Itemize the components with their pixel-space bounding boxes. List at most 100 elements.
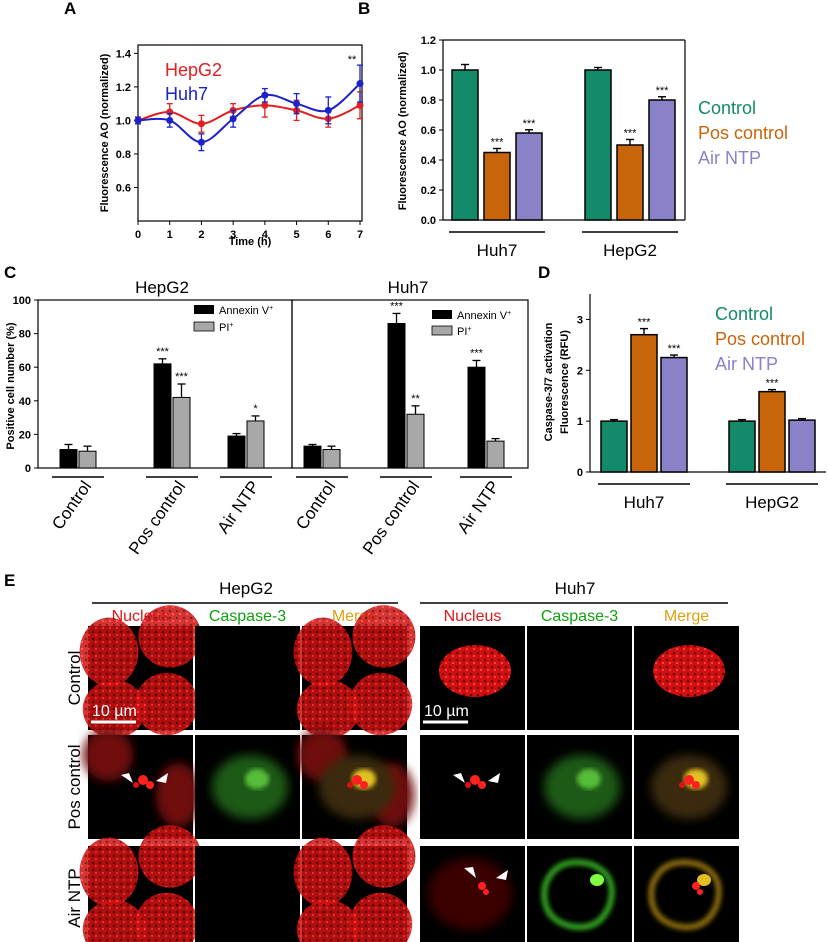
category-label-huh7: Huh7 bbox=[624, 493, 665, 512]
panel-c-y-tick-label: 20 bbox=[19, 429, 31, 441]
panel-label-e: E bbox=[4, 571, 15, 590]
bar-air-ntp bbox=[648, 99, 676, 221]
panel-c-title-hepg2: HepG2 bbox=[135, 278, 189, 297]
apoptotic-body bbox=[352, 775, 362, 785]
bar-control bbox=[728, 420, 756, 473]
significance-mark: *** bbox=[766, 378, 780, 390]
panel-c-category-control: Control bbox=[292, 477, 339, 533]
legend-pos-control: Pos control bbox=[698, 123, 788, 143]
column-header-nucleus: Nucleus bbox=[444, 608, 502, 625]
panel-a-x-tick-label: 1 bbox=[167, 229, 173, 241]
legend-huh7: Huh7 bbox=[165, 84, 208, 104]
scale-bar-label: 10 µm bbox=[92, 703, 137, 720]
panel-e-micrographs: HepG2 Huh7 Nucleus Caspase-3 Merge Nucleus C… bbox=[65, 579, 739, 942]
apoptotic-body bbox=[360, 781, 368, 789]
panel-a-x-tick-label: 6 bbox=[325, 229, 331, 241]
cell-nucleus bbox=[293, 837, 353, 907]
panel-label-c: C bbox=[4, 263, 16, 282]
cell-nucleus bbox=[352, 825, 416, 888]
panel-b-bar-chart: Fluorescence AO (normalized) 0.0 0.2 0.4 0.… bbox=[397, 35, 788, 260]
bar-pos-control bbox=[758, 390, 786, 473]
micrograph-content bbox=[83, 729, 200, 827]
cell-nucleus bbox=[352, 605, 416, 668]
panel-c-category-air-ntp: Air NTP bbox=[454, 477, 504, 537]
panel-c-category-air-ntp: Air NTP bbox=[214, 477, 264, 537]
panel-a-x-tick-label: 3 bbox=[230, 229, 236, 241]
apoptotic-body bbox=[470, 775, 480, 785]
significance-mark: *** bbox=[668, 343, 682, 355]
row-label-air-ntp: Air NTP bbox=[65, 868, 84, 928]
panel-d-y-axis-title-2: Fluorescence (RFU) bbox=[559, 330, 571, 434]
bar-pos-control bbox=[483, 151, 511, 221]
panel-a-x-tick-label: 0 bbox=[135, 229, 141, 241]
cell-nucleus bbox=[293, 617, 353, 687]
bar-annexin bbox=[153, 363, 172, 469]
micrograph-content bbox=[453, 773, 500, 789]
apoptotic-body bbox=[138, 775, 148, 785]
cell-nucleus bbox=[349, 892, 413, 942]
bar-pos-control bbox=[616, 144, 644, 221]
bar-air-ntp bbox=[660, 356, 688, 473]
caspase-ring bbox=[648, 859, 722, 930]
panel-a-y-axis-title: Fluorescence AO (normalized) bbox=[99, 53, 111, 212]
legend-air-ntp: Air NTP bbox=[698, 148, 761, 168]
category-label-hepg2: HepG2 bbox=[603, 241, 657, 260]
y-tick-label: 0.0 bbox=[421, 215, 436, 227]
cell-nucleus bbox=[79, 837, 139, 907]
arrow-marker bbox=[121, 773, 133, 783]
panel-c-category-pos-control: Pos control bbox=[359, 477, 423, 558]
panel-e-group-huh7: Huh7 bbox=[555, 579, 596, 598]
micrograph-tile bbox=[527, 626, 632, 730]
cell-nucleus bbox=[296, 680, 360, 739]
panel-a-point bbox=[356, 80, 364, 88]
panel-c-y-tick-label: 60 bbox=[19, 362, 31, 374]
panel-a-point bbox=[261, 91, 269, 99]
bar-annexin bbox=[227, 435, 246, 469]
bar-pi bbox=[172, 396, 191, 469]
micrograph-content bbox=[544, 755, 620, 819]
significance-mark: *** bbox=[156, 346, 170, 358]
scale-bar-label: 10 µm bbox=[424, 703, 469, 720]
panel-c-y-tick-label: 100 bbox=[13, 295, 31, 307]
y-tick-label: 0.4 bbox=[421, 155, 437, 167]
arrow-marker bbox=[453, 773, 465, 783]
y-tick-label: 0 bbox=[577, 467, 583, 479]
cell-nucleus bbox=[138, 825, 202, 888]
panel-a-point bbox=[356, 101, 364, 109]
micrograph-content bbox=[428, 858, 512, 930]
panel-a-y-tick-label: 0.8 bbox=[116, 149, 131, 161]
cell-nucleus bbox=[82, 680, 146, 739]
legend-control: Control bbox=[698, 98, 756, 118]
apoptotic-body bbox=[347, 782, 353, 788]
legend-hepg2: HepG2 bbox=[165, 60, 222, 80]
panel-a-x-tick-label: 5 bbox=[294, 229, 300, 241]
apoptotic-body bbox=[697, 889, 703, 895]
significance-mark: * bbox=[253, 403, 258, 415]
caspase-signal bbox=[590, 874, 604, 886]
micrograph-content bbox=[648, 859, 722, 930]
cell-nucleus bbox=[349, 672, 413, 736]
panel-e-group-hepg2: HepG2 bbox=[219, 579, 273, 598]
panel-b-y-axis-title: Fluorescence AO (normalized) bbox=[397, 51, 409, 210]
apoptotic-body bbox=[483, 889, 489, 895]
bar-pi bbox=[486, 440, 505, 469]
panel-a-significance: ** bbox=[348, 54, 357, 66]
y-tick-label: 1 bbox=[577, 416, 583, 428]
micrograph-content bbox=[79, 605, 202, 739]
bar-pi bbox=[246, 420, 265, 469]
panel-c-category-pos-control: Pos control bbox=[125, 477, 189, 558]
micrograph-content bbox=[653, 645, 725, 697]
arrow-marker bbox=[464, 867, 476, 878]
column-header-caspase-3: Caspase-3 bbox=[541, 608, 618, 625]
cell-nucleus bbox=[135, 892, 199, 942]
bar-air-ntp bbox=[788, 419, 816, 473]
bar-pi bbox=[322, 449, 341, 469]
significance-mark: *** bbox=[491, 137, 505, 149]
panel-a-x-axis-title: Time (h) bbox=[229, 236, 272, 248]
panel-a-point bbox=[197, 138, 205, 146]
cell-nucleus bbox=[135, 672, 199, 736]
caspase-ring bbox=[541, 859, 615, 930]
bar-annexin bbox=[303, 445, 322, 469]
y-tick-label: 3 bbox=[577, 314, 583, 326]
